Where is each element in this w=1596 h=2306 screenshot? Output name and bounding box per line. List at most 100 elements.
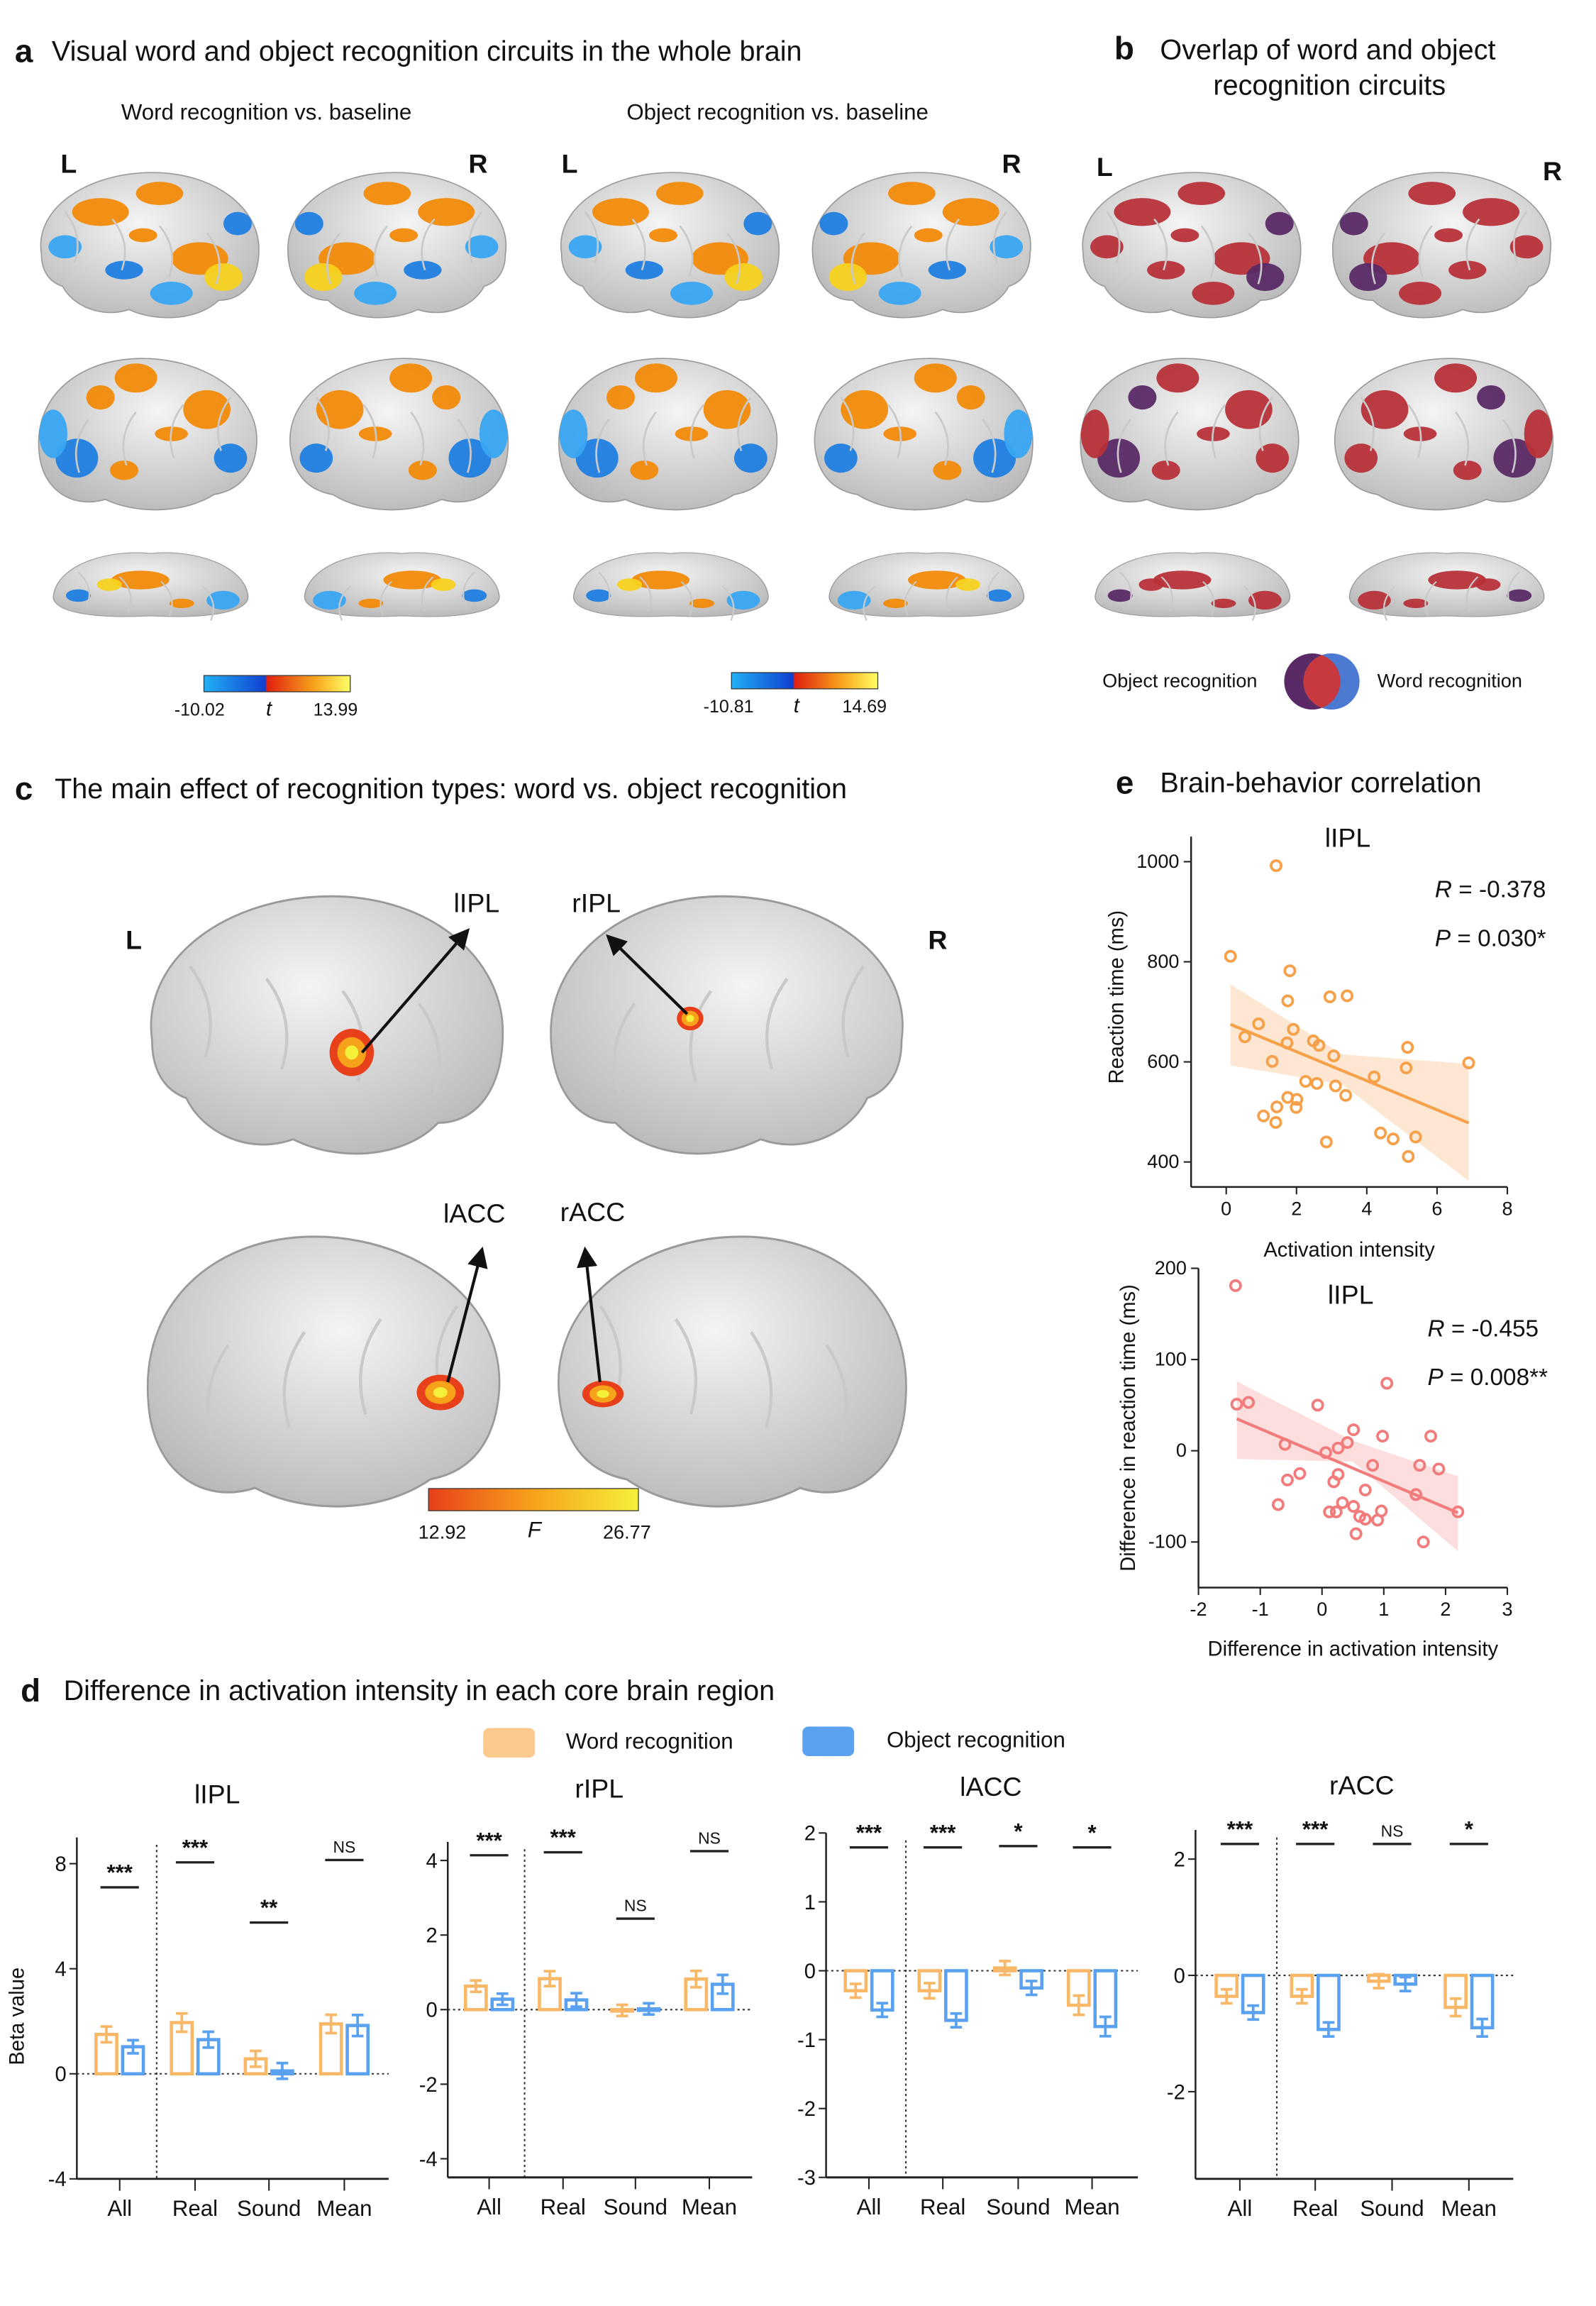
data-point — [1224, 949, 1237, 963]
activation-blob — [1156, 363, 1199, 393]
sulcus-line — [421, 218, 436, 271]
activation-blob — [418, 198, 475, 226]
activation-blob — [72, 198, 129, 226]
f-colorbar-max: 26.77 — [602, 1521, 651, 1543]
sulcus-line — [680, 581, 694, 617]
y-tick-label: -4 — [419, 2148, 438, 2171]
activation-map — [313, 570, 487, 610]
significance-label: NS — [624, 1897, 647, 1915]
brain-surface — [811, 172, 1031, 319]
activation-blob — [568, 235, 602, 259]
activation-blob — [933, 460, 962, 480]
y-tick-label: 0 — [1174, 1965, 1185, 1987]
data-point — [1278, 1438, 1292, 1451]
x-tick-label: 6 — [1431, 1197, 1442, 1219]
data-point — [1269, 1115, 1282, 1129]
legend-object-label: Object recognition — [886, 1728, 1065, 1753]
data-point — [1341, 1436, 1354, 1450]
significance-label: * — [1088, 1820, 1097, 1845]
activation-blob — [86, 385, 115, 410]
sulcus-line — [379, 581, 392, 617]
sulcus-line — [904, 581, 917, 617]
y-tick-label: 0 — [1176, 1439, 1187, 1461]
sulcus-line — [946, 576, 958, 612]
activation-blob — [606, 385, 635, 410]
sulcus-line — [77, 571, 91, 607]
sulcus-line — [64, 211, 79, 264]
activation-blob — [1477, 385, 1506, 410]
activation-blob — [65, 589, 91, 602]
sulcus-line — [1153, 218, 1168, 271]
brain-lat-view — [40, 172, 260, 319]
brain-med-view — [1080, 358, 1299, 511]
significance-label: * — [1014, 1819, 1023, 1843]
y-tick-label: -3 — [797, 2167, 816, 2190]
activation-blob — [294, 211, 323, 236]
hemisphere-left-label: L — [60, 149, 77, 180]
activation-blob — [625, 260, 663, 280]
sulcus-line — [1258, 397, 1273, 451]
activation-blob — [408, 460, 437, 480]
panel-c-letter: c — [14, 770, 33, 807]
arrow-lacc — [446, 1246, 488, 1383]
brain-surface — [550, 895, 904, 1155]
activation-blob — [431, 578, 456, 591]
activation-blob — [914, 228, 943, 243]
beta-value-axis-label: Beta value — [4, 1967, 28, 2065]
x-tick-label: All — [1228, 2196, 1253, 2221]
activation-blob — [465, 235, 499, 259]
p-value: = 0.008** — [1443, 1364, 1548, 1391]
activation-blob — [1358, 590, 1391, 610]
data-point — [1380, 1377, 1394, 1390]
y-tick-label: 2 — [426, 1925, 437, 1948]
activation-blob — [1434, 363, 1478, 393]
y-axis-label: Difference in reaction time (ms) — [1117, 1284, 1140, 1572]
data-point — [1341, 989, 1354, 1003]
data-point — [1402, 1149, 1415, 1163]
sulcus-line — [122, 411, 137, 466]
t-colorbar-word — [203, 675, 351, 693]
y-tick-label: 600 — [1147, 1050, 1179, 1072]
data-point — [1347, 1423, 1361, 1437]
hemisphere-left-label: L — [561, 149, 578, 180]
sulcus-line — [1465, 576, 1479, 612]
data-point — [1290, 1093, 1304, 1106]
data-point — [1238, 1030, 1251, 1044]
data-point — [1329, 1079, 1342, 1093]
correlation-p: P = 0.008** — [1427, 1364, 1548, 1391]
sulcus-line — [850, 232, 865, 285]
activation-blob — [592, 198, 649, 226]
sulcus-line — [721, 585, 735, 621]
activation-blob — [1114, 198, 1171, 226]
sulcus-line — [410, 411, 425, 466]
data-point — [1270, 859, 1283, 873]
sulcus-line — [1106, 211, 1121, 264]
y-tick-label: 4 — [55, 1958, 67, 1981]
y-tick-label: 1 — [804, 1892, 816, 1914]
correlation-r: R = -0.378 — [1435, 877, 1546, 903]
brain-lat-view — [811, 172, 1031, 319]
brain-surface — [304, 552, 500, 621]
data-point — [1401, 1041, 1414, 1054]
y-tick-label: 0 — [426, 1999, 437, 2022]
data-point — [1339, 1088, 1353, 1102]
activation-blob — [1090, 235, 1124, 259]
activation-blob — [299, 443, 333, 473]
region-label-ripl: rIPL — [572, 888, 621, 918]
activation-blob — [956, 385, 985, 410]
brain-med-view — [558, 1235, 907, 1508]
sulcus-line — [118, 576, 132, 612]
data-point — [1462, 1057, 1475, 1069]
data-point — [1329, 1505, 1343, 1518]
brain-outline — [150, 895, 504, 1155]
arrow-racc — [577, 1246, 602, 1383]
significance-label: * — [1465, 1816, 1474, 1841]
activation-blob — [206, 590, 240, 610]
x-tick-label: 1 — [1378, 1598, 1389, 1620]
sulcus-line — [1383, 585, 1396, 621]
x-tick-label: Real — [541, 2195, 586, 2219]
f-colorbar-min: 12.92 — [418, 1521, 467, 1543]
activation-blob — [878, 282, 921, 305]
activation-blob — [1080, 409, 1109, 458]
